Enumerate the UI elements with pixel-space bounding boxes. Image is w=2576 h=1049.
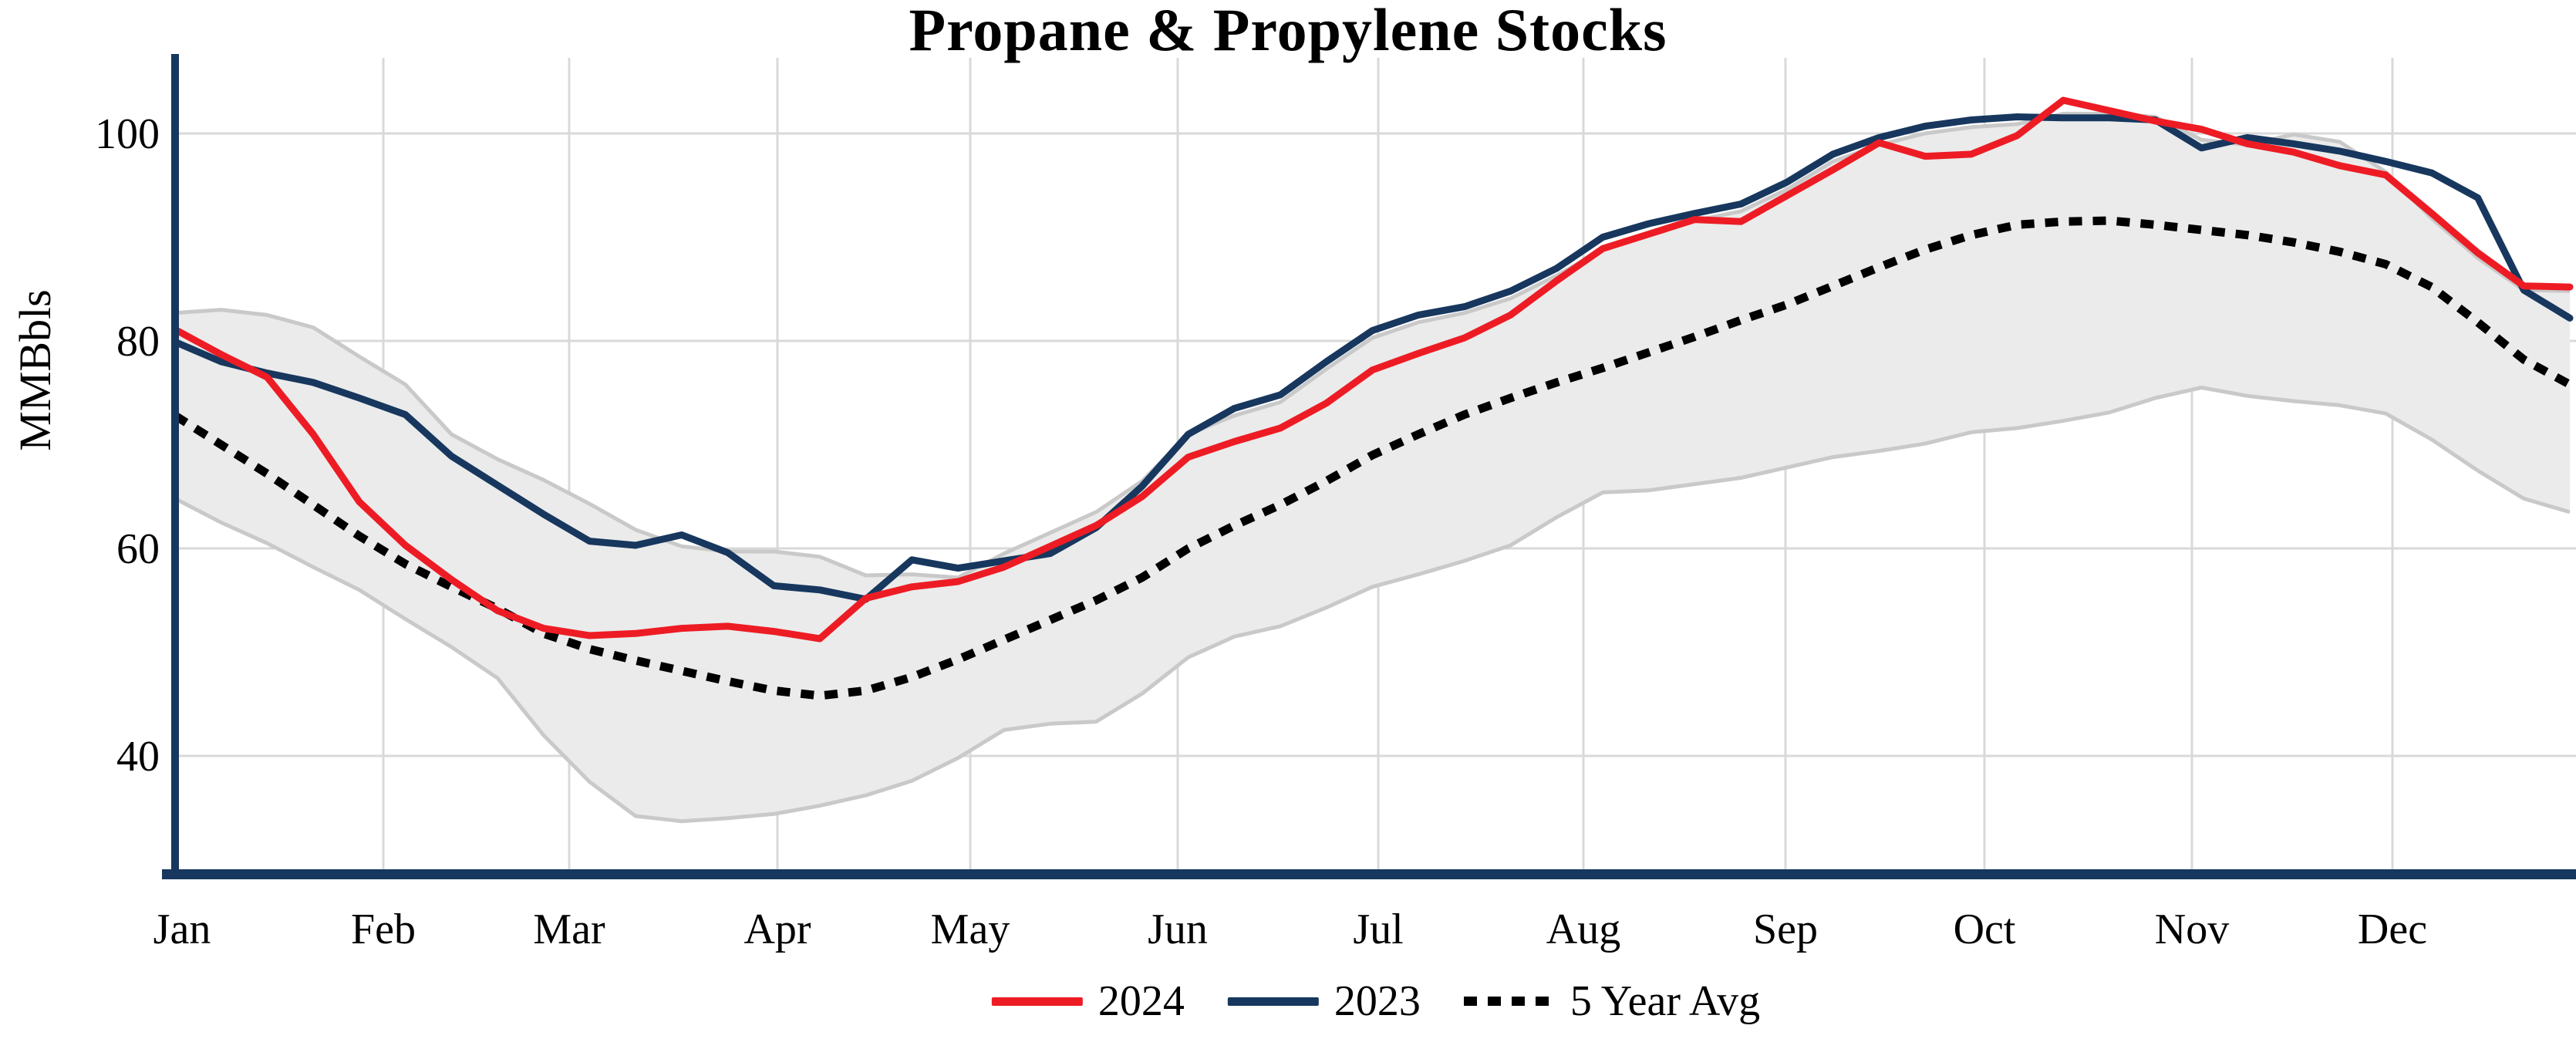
legend-item-5yr-avg: 5 Year Avg — [1463, 976, 1761, 1026]
series-lines — [171, 96, 2574, 700]
axis-spines — [162, 54, 2576, 879]
y-tick-label-80: 80 — [116, 318, 160, 366]
y-tick-label-100: 100 — [95, 110, 160, 158]
series-5yr-avg-line — [173, 216, 2572, 700]
five-year-range-band — [174, 111, 2571, 824]
dotted-line-swatch-icon — [1463, 997, 1555, 1006]
navy-line-swatch-icon — [1227, 997, 1319, 1006]
x-tick-label-Jun: Jun — [1148, 906, 1208, 953]
legend-label-5yr-avg: 5 Year Avg — [1570, 977, 1761, 1025]
x-tick-label-Sep: Sep — [1753, 906, 1818, 953]
y-axis-label: MMBbls — [10, 289, 60, 451]
y-axis-spine — [171, 54, 179, 878]
legend: 2024 2023 5 Year Avg — [991, 976, 1761, 1026]
x-tick-label-Jan: Jan — [153, 906, 211, 953]
x-tick-label-Apr: Apr — [743, 906, 811, 953]
legend-item-2023: 2023 — [1227, 976, 1421, 1026]
series-2023-line — [171, 113, 2574, 603]
chart-title: Propane & Propylene Stocks — [909, 0, 1667, 63]
x-tick-label-Oct: Oct — [1954, 906, 2016, 953]
x-tick-label-Nov: Nov — [2155, 906, 2229, 953]
legend-label-2023: 2023 — [1334, 977, 1421, 1025]
x-tick-label-Feb: Feb — [351, 906, 416, 953]
x-tick-label-Jul: Jul — [1353, 906, 1403, 953]
legend-item-2024: 2024 — [991, 976, 1185, 1026]
x-tick-label-Mar: Mar — [533, 906, 605, 953]
x-tick-label-Aug: Aug — [1546, 906, 1620, 953]
x-tick-label-Dec: Dec — [2358, 906, 2427, 953]
five-year-range-min-line — [174, 386, 2571, 824]
x-axis-spine — [162, 869, 2576, 879]
five-year-range-fill — [175, 113, 2570, 821]
red-line-swatch-icon — [991, 997, 1083, 1006]
series-2024-line — [171, 96, 2574, 643]
x-tick-label-May: May — [931, 906, 1010, 953]
y-tick-label-60: 60 — [116, 525, 160, 573]
y-tick-label-40: 40 — [116, 733, 160, 781]
legend-label-2024: 2024 — [1097, 977, 1185, 1025]
tick-labels: 100 80 60 40 Jan Feb Mar Apr May Jun Jul Aug Sep Oct N… — [95, 110, 2427, 953]
